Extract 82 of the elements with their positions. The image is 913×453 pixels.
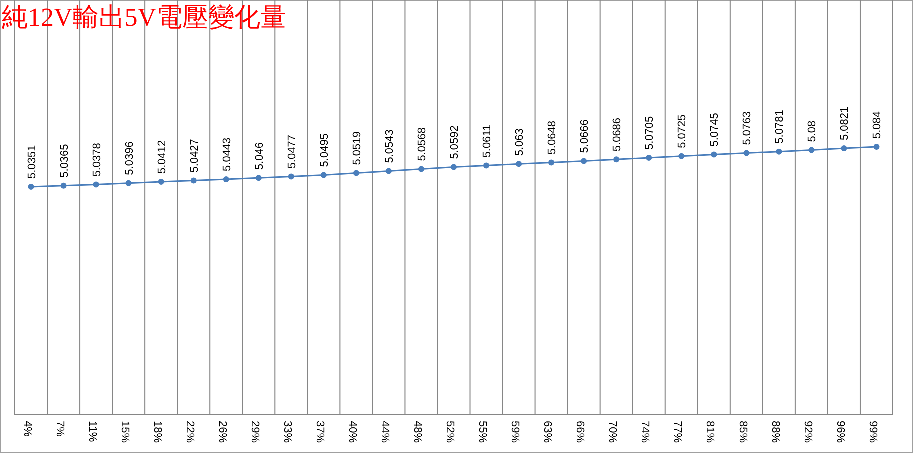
x-tick-label: 52%	[444, 421, 456, 444]
data-label: 5.0568	[416, 128, 428, 162]
point	[386, 168, 392, 174]
x-tick-label: 77%	[672, 421, 684, 444]
data-label: 5.08	[806, 120, 819, 142]
point	[418, 166, 424, 172]
point	[516, 161, 522, 168]
x-tick-label: 29%	[248, 421, 261, 444]
data-label: 5.0611	[482, 124, 494, 158]
x-tick-label: 81%	[704, 421, 716, 444]
point	[776, 148, 782, 155]
data-label: 5.0592	[449, 126, 461, 160]
x-tick-label: 74%	[639, 421, 652, 444]
data-label: 5.0781	[774, 110, 786, 144]
data-label: 5.0351	[26, 145, 38, 179]
data-label: 5.046	[254, 142, 266, 170]
data-label: 5.084	[872, 111, 884, 139]
data-label: 5.0365	[58, 144, 71, 178]
data-label: 5.063	[514, 128, 526, 156]
point	[548, 160, 555, 166]
point	[646, 155, 652, 162]
x-tick-label: 48%	[412, 421, 424, 444]
x-tick-label: 40%	[346, 421, 359, 444]
data-label: 5.0378	[91, 143, 104, 177]
point	[614, 156, 620, 163]
data-label: 5.0519	[351, 132, 364, 166]
point	[484, 162, 490, 169]
point	[874, 144, 880, 150]
point	[581, 158, 588, 164]
x-tick-label: 11%	[86, 421, 98, 442]
data-label: 5.0412	[156, 140, 168, 174]
point	[808, 147, 815, 154]
point	[190, 178, 197, 184]
point	[744, 150, 750, 156]
data-label: 5.0396	[124, 142, 136, 176]
point	[320, 172, 327, 178]
point	[841, 146, 848, 152]
point	[60, 182, 67, 189]
point	[223, 176, 230, 182]
x-tick-label: 63%	[542, 421, 554, 444]
x-tick-label: 44%	[379, 421, 392, 444]
x-tick-label: 7%	[54, 421, 66, 438]
point	[256, 175, 262, 182]
data-label: 5.0495	[318, 134, 331, 168]
data-label: 5.0705	[644, 116, 656, 150]
point	[711, 152, 718, 158]
data-label: 5.0745	[709, 113, 722, 147]
point	[158, 179, 164, 186]
x-tick-label: 22%	[184, 421, 196, 444]
data-label: 5.0763	[742, 112, 754, 146]
data-label: 5.0543	[384, 130, 396, 164]
point	[353, 170, 360, 176]
x-tick-label: 15%	[118, 421, 131, 444]
data-label: 5.0725	[676, 114, 689, 148]
point	[93, 182, 100, 188]
x-tick-label: 37%	[314, 421, 326, 444]
data-label: 5.0477	[286, 135, 298, 169]
x-tick-label: 26%	[216, 421, 228, 444]
point	[28, 184, 34, 190]
x-tick-label: 18%	[151, 421, 164, 444]
x-tick-label: 85%	[736, 421, 749, 444]
x-tick-label: 96%	[834, 421, 846, 444]
x-tick-label: 88%	[769, 421, 782, 444]
point	[288, 174, 294, 180]
x-tick-label: 59%	[509, 421, 522, 444]
x-tick-label: 70%	[606, 421, 619, 444]
data-label: 5.0821	[839, 106, 852, 141]
x-tick-label: 99%	[866, 421, 879, 444]
point	[678, 153, 685, 160]
data-label: 5.0686	[612, 118, 624, 152]
x-tick-label: 55%	[476, 421, 489, 444]
x-tick-label: 66%	[574, 421, 586, 444]
x-tick-label: 33%	[282, 421, 294, 444]
data-label: 5.0443	[221, 138, 234, 172]
data-label: 5.0666	[579, 120, 592, 154]
point	[451, 164, 457, 170]
chart-title: 純12V輸出5V電壓變化量	[2, 3, 287, 32]
x-tick-label: 4%	[21, 421, 34, 438]
x-tick-label: 92%	[802, 421, 814, 444]
point	[126, 180, 132, 186]
data-label: 5.0427	[188, 139, 201, 173]
data-label: 5.0648	[546, 121, 559, 155]
